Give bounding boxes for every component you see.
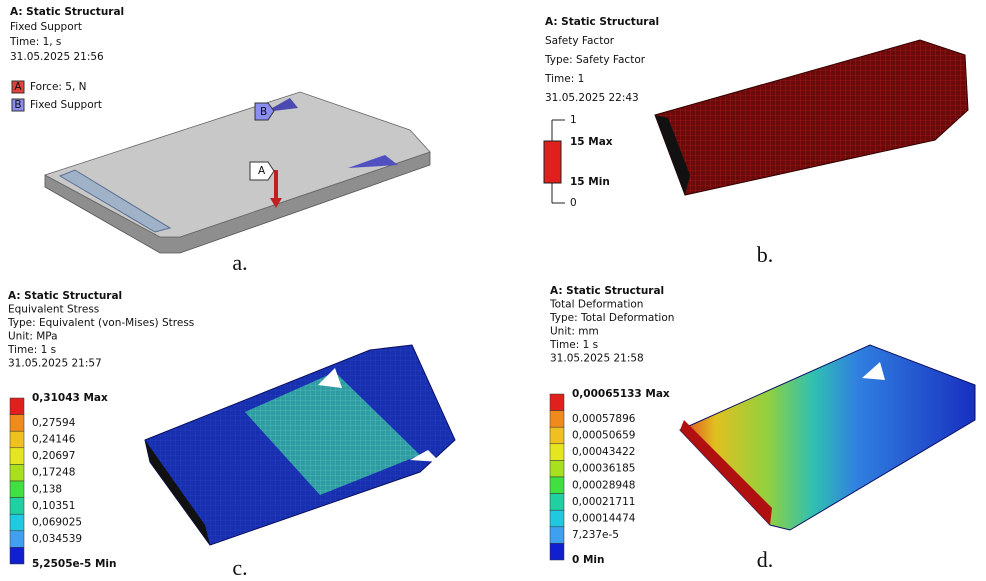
legend-swatch xyxy=(550,543,564,560)
caption: d. xyxy=(757,547,774,572)
model-a xyxy=(45,92,430,253)
legend-label: 0,069025 xyxy=(32,517,82,529)
model-b xyxy=(655,40,968,195)
info-line: Safety Factor xyxy=(545,35,615,47)
legend-swatch xyxy=(550,460,564,477)
legend-swatch xyxy=(550,510,564,527)
legend-label: 0,27594 xyxy=(32,417,76,429)
info-line: Type: Total Deformation xyxy=(549,312,674,324)
legend-label: 0,31043 Max xyxy=(32,392,108,404)
info-line: Unit: mm xyxy=(550,326,599,338)
legend-label: 0,00021711 xyxy=(572,496,635,508)
model-marker: B xyxy=(260,106,267,118)
legend-key: A xyxy=(14,81,22,93)
scale-label: 0 xyxy=(570,197,577,209)
legend-label: 7,237e-5 xyxy=(572,529,619,541)
caption: b. xyxy=(757,242,774,267)
legend-swatch xyxy=(10,431,24,448)
legend-swatch xyxy=(10,498,24,515)
panel-title: A: Static Structural xyxy=(10,6,124,18)
legend-swatch xyxy=(10,464,24,481)
info-line: Time: 1 xyxy=(544,73,584,85)
legend-label: 0,00065133 Max xyxy=(572,388,670,400)
page: A: Static Structural Fixed Support Time: 1… xyxy=(0,0,986,581)
legend-label: 0,00014474 xyxy=(572,513,636,525)
info-line: Unit: MPa xyxy=(8,331,58,343)
legend-swatch xyxy=(550,494,564,511)
legend-key: B xyxy=(14,99,21,111)
legend-label: 0,00036185 xyxy=(572,463,635,475)
legend-swatch xyxy=(550,394,564,411)
info-line: Total Deformation xyxy=(549,299,643,311)
legend-swatch xyxy=(10,448,24,465)
legend-label: 5,2505e-5 Min xyxy=(32,558,116,570)
panel-title: A: Static Structural xyxy=(545,16,659,28)
info-line: 31.05.2025 21:58 xyxy=(550,353,644,365)
legend-label: 0,00050659 xyxy=(572,430,635,442)
legend-label: 0,20697 xyxy=(32,450,75,462)
model-c xyxy=(145,345,455,545)
info-line: Fixed Support xyxy=(10,21,82,33)
legend-swatch xyxy=(10,481,24,498)
panel-title: A: Static Structural xyxy=(550,285,664,297)
legend-swatch xyxy=(550,477,564,494)
info-line: 31.05.2025 22:43 xyxy=(545,92,639,104)
info-line: Type: Safety Factor xyxy=(544,54,646,66)
caption: a. xyxy=(232,250,247,275)
legend-label: 0,00043422 xyxy=(572,446,635,458)
legend-label: 0 Min xyxy=(572,554,604,566)
legend-label: 0,00057896 xyxy=(572,413,636,425)
info-line: 31.05.2025 21:56 xyxy=(10,51,104,63)
legend-swatch xyxy=(10,514,24,531)
legend-label: 0,24146 xyxy=(32,434,76,446)
legend-swatch xyxy=(550,427,564,444)
info-line: Time: 1 s xyxy=(549,339,598,351)
legend-label: 0,17248 xyxy=(32,467,75,479)
texts: A: Static Structural Fixed Support Time: 1… xyxy=(7,6,773,580)
info-line: 31.05.2025 21:57 xyxy=(8,358,102,370)
info-line: Type: Equivalent (von-Mises) Stress xyxy=(7,317,194,329)
caption: c. xyxy=(232,555,247,580)
legend-label: 0,10351 xyxy=(32,500,75,512)
legend-swatch xyxy=(550,411,564,428)
scale-label: 15 Max xyxy=(570,136,613,148)
legend-swatch xyxy=(10,531,24,548)
scale-label: 1 xyxy=(570,114,577,126)
legend-label: 0,034539 xyxy=(32,533,82,545)
scale-bar xyxy=(544,141,561,183)
model-marker: A xyxy=(258,165,266,177)
legend-label: Force: 5, N xyxy=(30,81,87,93)
legend-swatch xyxy=(10,547,24,564)
info-line: Time: 1, s xyxy=(9,36,61,48)
legend-swatch xyxy=(10,415,24,432)
legend-swatch xyxy=(10,398,24,415)
figure: A: Static Structural Fixed Support Time: 1… xyxy=(0,0,986,581)
legend-swatch xyxy=(550,444,564,461)
legend-swatch xyxy=(550,527,564,544)
scale-label: 15 Min xyxy=(570,176,610,188)
legend-label: 0,00028948 xyxy=(572,479,635,491)
legend-label: 0,138 xyxy=(32,483,62,495)
model-d xyxy=(680,345,975,530)
legend-label: Fixed Support xyxy=(30,99,102,111)
panel-title: A: Static Structural xyxy=(8,290,122,302)
info-line: Time: 1 s xyxy=(7,344,56,356)
info-line: Equivalent Stress xyxy=(8,304,99,316)
